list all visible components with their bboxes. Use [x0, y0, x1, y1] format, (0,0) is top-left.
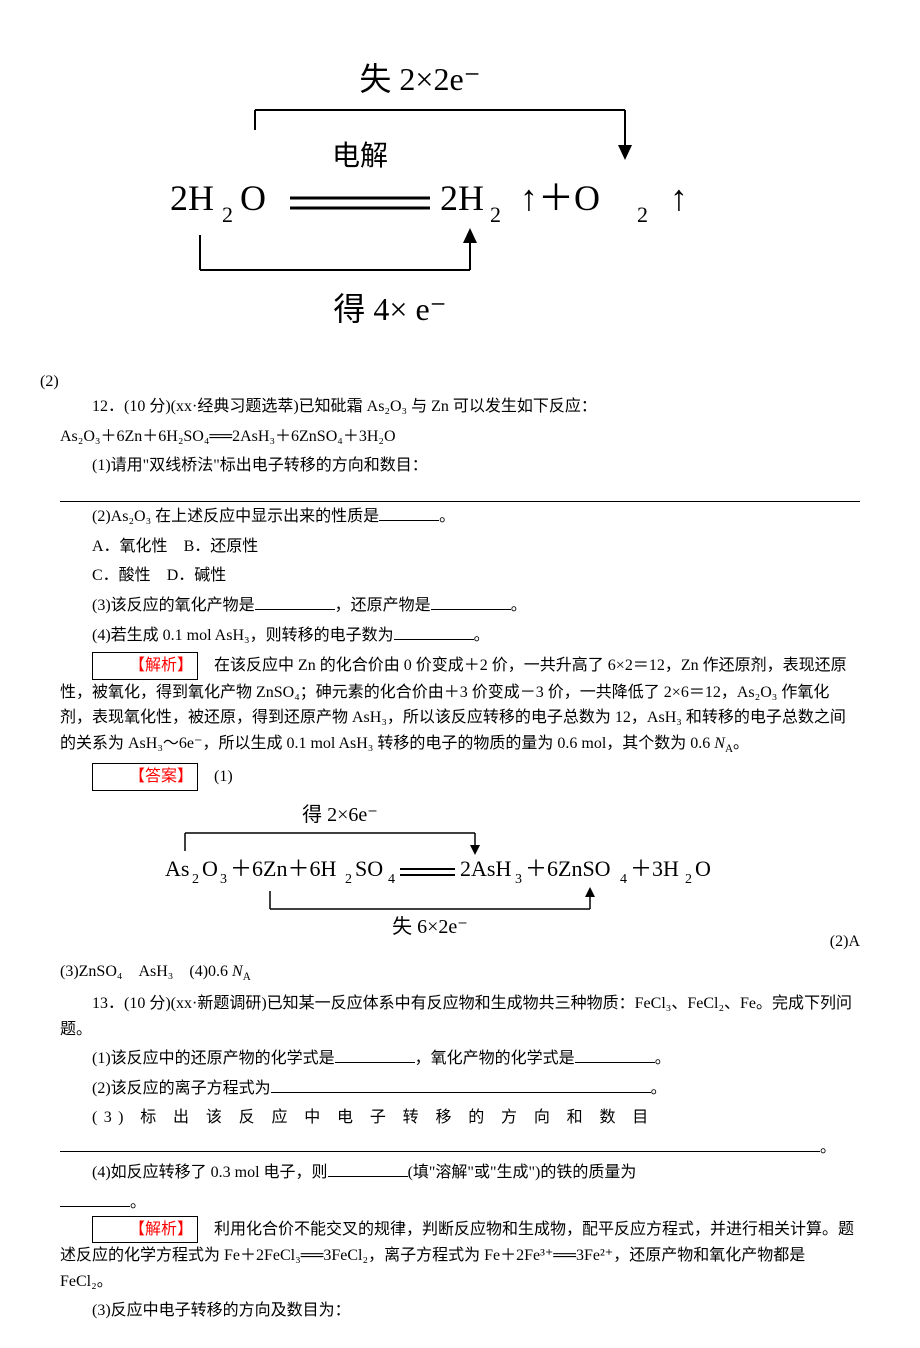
lose-label: 失 2×2e⁻ — [359, 61, 480, 97]
q13-part4-line2: 。 — [60, 1190, 860, 1216]
svg-text:SO: SO — [355, 856, 383, 881]
analysis-label: 【解析】 — [92, 652, 198, 680]
answer-label: 【答案】 — [92, 763, 198, 791]
svg-text:3: 3 — [220, 872, 227, 887]
blank — [271, 1077, 651, 1093]
q13-part3-line: 。 — [60, 1135, 860, 1161]
svg-text:2: 2 — [685, 872, 692, 887]
q12-part3-prefix: (3)该反应的氧化产物是 — [92, 597, 255, 614]
equation-text: 2H — [170, 178, 214, 218]
svg-text:O: O — [202, 856, 218, 881]
q12-part3-mid: ，还原产物是 — [335, 597, 431, 614]
svg-text:＋6Zn＋6H: ＋6Zn＋6H — [230, 856, 336, 881]
svg-text:＋3H: ＋3H — [630, 856, 679, 881]
diagram1-prefix-row: (2) — [60, 369, 860, 395]
q12-answer3: (3)ZnSO₄ AsH₃ (4)0.6 NA — [60, 959, 860, 987]
q12-part4: (4)若生成 0.1 mol AsH₃，则转移的电子数为 。 — [60, 623, 860, 649]
svg-text:3: 3 — [515, 872, 522, 887]
svg-text:2: 2 — [192, 872, 199, 887]
q12-part1: (1)请用"双线桥法"标出电子转移的方向和数目： — [60, 453, 860, 479]
diagram-svg: 失 2×2e⁻ 电解 2H 2 O 2H 2 ↑＋O 2 ↑ 得 4× e⁻ — [140, 60, 720, 340]
q13-analysis: 【解析】 利用化合价不能交叉的规律，判断反应物和生成物，配平反应方程式，并进行相… — [60, 1216, 860, 1295]
q13-part4-mid: (填"溶解"或"生成")的铁的质量为 — [408, 1164, 637, 1181]
q13-header: 13．(10 分)(xx·新题调研)已知某一反应体系中有反应物和生成物共三种物质… — [60, 991, 860, 1042]
q12-analysis-sub: A — [725, 743, 733, 755]
q13-part3-suffix: 。 — [820, 1139, 836, 1156]
blank — [394, 624, 474, 640]
blank — [575, 1047, 655, 1063]
q12-optC: C．酸性 — [92, 567, 151, 584]
blank — [328, 1161, 408, 1177]
q12-header: 12．(10 分)(xx·经典习题选萃)已知砒霜 As₂O₃ 与 Zn 可以发生… — [60, 394, 860, 420]
blank — [255, 594, 335, 610]
svg-text:O: O — [695, 856, 711, 881]
q13-part4-prefix: (4)如反应转移了 0.3 mol 电子，则 — [92, 1164, 328, 1181]
svg-text:2AsH: 2AsH — [460, 856, 511, 881]
q12-blank-line — [60, 483, 860, 502]
svg-text:2: 2 — [345, 872, 352, 887]
q12-equation: As₂O₃＋6Zn＋6H₂SO₄══2AsH₃＋6ZnSO₄＋3H₂O — [60, 424, 860, 450]
q12-optD: D．碱性 — [167, 567, 227, 584]
blank — [431, 594, 511, 610]
svg-text:O: O — [240, 178, 266, 218]
svg-text:得 2×6e⁻: 得 2×6e⁻ — [302, 803, 378, 826]
svg-text:↑＋O: ↑＋O — [520, 178, 600, 218]
q12-answer3-italic: N — [232, 963, 243, 980]
q12-options-ab: A．氧化性 B．还原性 — [60, 534, 860, 560]
q12-part2-prefix: (2)As₂O₃ 在上述反应中显示出来的性质是 — [92, 508, 379, 525]
q12-part3-suffix: 。 — [511, 597, 527, 614]
svg-text:失 6×2e⁻: 失 6×2e⁻ — [392, 915, 468, 938]
svg-text:4: 4 — [620, 872, 627, 887]
q13-part2: (2)该反应的离子方程式为 。 — [60, 1076, 860, 1102]
electrolysis-diagram: 失 2×2e⁻ 电解 2H 2 O 2H 2 ↑＋O 2 ↑ 得 4× e⁻ — [140, 60, 720, 349]
q12-answer3-sub: A — [243, 971, 251, 983]
svg-text:4: 4 — [388, 872, 395, 887]
answer-diagram: 得 2×6e⁻ As 2 O 3 ＋6Zn＋6H 2 SO 4 2AsH 3 ＋… — [160, 801, 760, 950]
electrolysis-label: 电解 — [332, 140, 388, 172]
q12-analysis: 【解析】 在该反应中 Zn 的化合价由 0 价变成＋2 价，一共升高了 6×2＝… — [60, 652, 860, 759]
svg-text:2H: 2H — [440, 178, 484, 218]
q13-part3-prefix: (3) 标 出 该 反 应 中 电 子 转 移 的 方 向 和 数 目 — [60, 1105, 655, 1131]
blank — [379, 505, 439, 521]
q12-answer-row: 【答案】 (1) — [60, 763, 860, 791]
q12-part4-suffix: 。 — [474, 627, 490, 644]
q13-part1-mid: ，氧化产物的化学式是 — [415, 1050, 575, 1067]
gain-label: 得 4× e⁻ — [333, 291, 446, 327]
q13-part1: (1)该反应中的还原产物的化学式是 ，氧化产物的化学式是 。 — [60, 1046, 860, 1072]
q12-answer3-text: (3)ZnSO₄ AsH₃ (4)0.6 — [60, 963, 232, 980]
svg-text:2: 2 — [490, 202, 501, 227]
q13-part2-prefix: (2)该反应的离子方程式为 — [92, 1080, 271, 1097]
svg-text:2: 2 — [222, 202, 233, 227]
q12-analysis-end: 。 — [733, 735, 749, 752]
q12-part2-suffix: 。 — [439, 508, 455, 525]
diagram1-prefix: (2) — [40, 369, 59, 395]
q12-analysis-italic: N — [714, 735, 725, 752]
blank — [335, 1047, 415, 1063]
q12-options-cd: C．酸性 D．碱性 — [60, 563, 860, 589]
answer-diagram-svg: 得 2×6e⁻ As 2 O 3 ＋6Zn＋6H 2 SO 4 2AsH 3 ＋… — [160, 801, 800, 941]
q12-answer-prefix: (1) — [198, 768, 233, 785]
q13-part1-prefix: (1)该反应中的还原产物的化学式是 — [92, 1050, 335, 1067]
svg-text:＋6ZnSO: ＋6ZnSO — [525, 856, 611, 881]
q12-part2: (2)As₂O₃ 在上述反应中显示出来的性质是 。 — [60, 504, 860, 530]
blank — [60, 1136, 820, 1152]
q12-optA: A．氧化性 — [92, 538, 168, 555]
svg-text:↑: ↑ — [670, 178, 688, 218]
svg-text:2: 2 — [637, 202, 648, 227]
q13-part3-answer: (3)反应中电子转移的方向及数目为： — [60, 1298, 860, 1324]
q13-part1-suffix: 。 — [655, 1050, 671, 1067]
svg-text:As: As — [165, 856, 189, 881]
q12-part3: (3)该反应的氧化产物是 ，还原产物是 。 — [60, 593, 860, 619]
q12-part4-prefix: (4)若生成 0.1 mol AsH₃，则转移的电子数为 — [92, 627, 394, 644]
q13-part3: (3) 标 出 该 反 应 中 电 子 转 移 的 方 向 和 数 目 — [60, 1105, 860, 1131]
q12-optB: B．还原性 — [184, 538, 259, 555]
analysis-label-2: 【解析】 — [92, 1216, 198, 1244]
q13-part4-suffix: 。 — [130, 1194, 146, 1211]
q13-part2-suffix: 。 — [651, 1080, 667, 1097]
blank — [60, 1191, 130, 1207]
q13-part4: (4)如反应转移了 0.3 mol 电子，则 (填"溶解"或"生成")的铁的质量为 — [60, 1160, 860, 1186]
